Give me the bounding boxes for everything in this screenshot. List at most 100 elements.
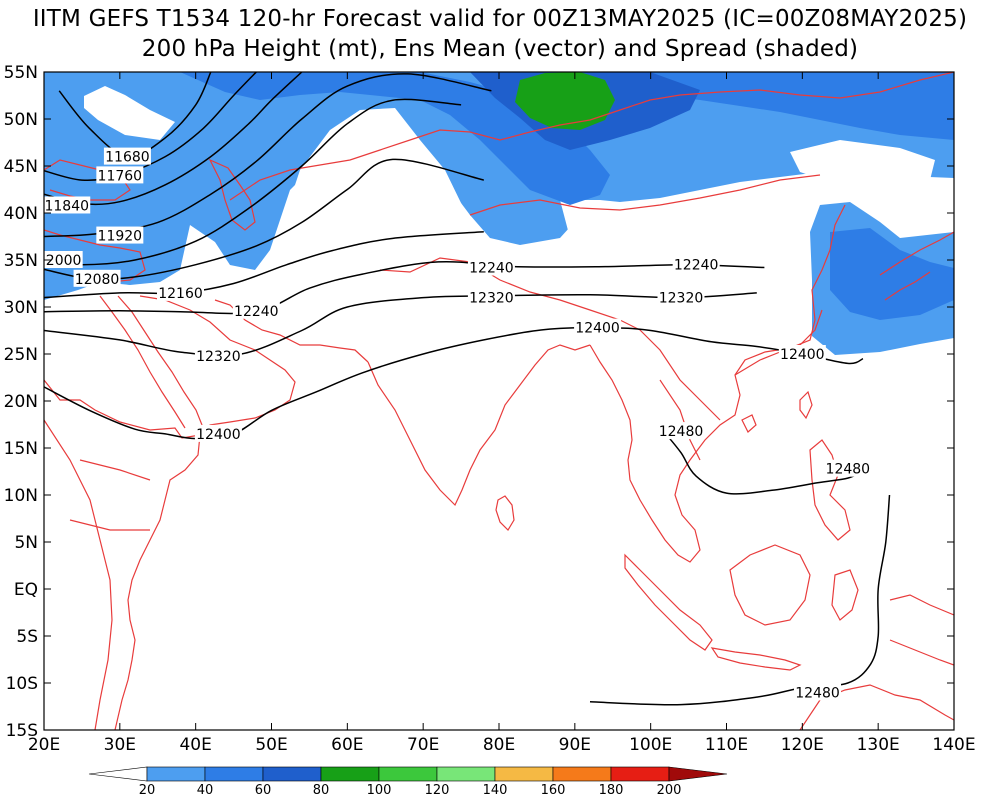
contour-label: 12320 [659,291,704,307]
contour-label-bg [73,269,121,287]
contour-label: 11760 [98,168,143,184]
lon-tick-label: 80E [483,735,515,755]
contour-label: 12480 [826,462,871,478]
contour-label-bg [824,459,872,477]
contour-12320 [44,292,757,357]
spread-region-40 [180,72,610,205]
contour-label: 12240 [674,258,719,274]
colorbar-swatch [436,766,496,782]
contour-label: 12160 [158,286,203,302]
colorbar-label: 40 [197,783,214,798]
contour-label-bg [467,258,515,276]
contour-label-bg [44,196,91,214]
contour-label: 12240 [234,304,279,320]
contour-label-bg [103,147,151,165]
colorbar-low-end [88,766,148,782]
contour-label-bg [574,318,622,336]
island-sulawesi [831,569,859,621]
contour-label: 12320 [469,291,514,307]
coast-southeast-asia [589,204,846,563]
colorbar-label: 140 [483,783,508,798]
island-sri-lanka [495,495,515,531]
lon-tick-label: 60E [331,735,363,755]
spread-hole-northeast [790,140,935,188]
coast-caspian [208,158,256,231]
latitude-axis: 55N50N45N40N35N30N25N20N15N10N5NEQ5S10S1… [4,63,954,741]
contour-label-bg [44,251,83,268]
coast-africa-east [44,379,201,730]
spread-colorbar: 20 40 60 80 100 120 140 160 180 200 [88,766,728,798]
island-borneo [729,544,811,626]
contour-label-bg [794,683,841,701]
colorbar-swatch [146,766,206,782]
border-china [469,174,821,216]
lat-tick-label: 40N [4,204,38,224]
coast-arabia [139,295,296,436]
lon-tick-label: 120E [781,735,824,755]
spread-region-20-main [44,72,954,300]
lat-tick-label: 50N [4,110,38,130]
colorbar-label: 180 [599,783,624,798]
lat-tick-label: EQ [14,580,38,600]
contour-label-bg [96,226,144,244]
island-sumatra [624,553,713,651]
lon-tick-label: 20E [28,735,60,755]
spread-region-80 [515,72,615,130]
contour-12480 [589,494,891,706]
lon-tick-label: 110E [705,735,748,755]
colorbar-swatch [262,766,322,782]
border-central-asia [229,72,954,201]
colorbar-label: 20 [139,783,156,798]
spread-hole-northwest [84,86,175,140]
colorbar-swatch [494,766,554,782]
contour-label: 12320 [196,349,241,365]
contour-12480 [665,433,864,495]
lat-tick-label: 20N [4,392,38,412]
border-indochina [639,329,721,461]
chart-subtitle: 200 hPa Height (mt), Ens Mean (vector) a… [141,36,859,62]
contour-12000 [44,98,462,266]
lon-tick-label: 90E [559,735,591,755]
island-taiwan [799,390,813,420]
lat-tick-label: 15N [4,439,38,459]
contour-label: 12400 [780,347,825,363]
contour-12240 [44,260,765,315]
contour-label-bg [157,283,204,301]
lon-tick-label: 30E [104,735,136,755]
colorbar-label: 200 [657,783,682,798]
island-new-guinea [889,594,954,666]
contour-12160 [44,231,484,299]
contour-label: 12480 [795,685,840,701]
contour-label-bg [657,288,705,306]
island-java [710,647,802,671]
spread-hole-east [560,200,740,248]
colorbar-swatch [204,766,264,782]
contour-label-bg [194,346,242,364]
border-africa-interior [44,419,151,730]
lat-tick-label: 5N [14,533,38,553]
spread-region-40-se [830,228,954,320]
lon-tick-label: 50E [255,735,287,755]
lat-tick-label: 35N [4,251,38,271]
colorbar-swatch [320,766,380,782]
island-philippines [809,439,851,541]
colorbar-label: 100 [367,783,392,798]
coast-india [367,344,591,507]
colorbar-swatch [378,766,438,782]
contour-label: 12240 [469,261,514,277]
lat-tick-label: 10N [4,486,38,506]
lat-tick-label: 55N [4,63,38,83]
contour-12400 [44,326,864,440]
contour-label-bg [96,166,144,184]
coast-japan [879,231,954,301]
colorbar-swatch [610,766,670,782]
lon-tick-label: 100E [629,735,672,755]
lat-tick-label: 5S [16,627,38,647]
contour-label: 11680 [105,150,150,166]
contour-label-bg [657,422,705,440]
contour-label-bg [467,288,515,306]
lat-tick-label: 30N [4,298,38,318]
colorbar-label: 60 [255,783,272,798]
contour-label-bg [672,255,720,273]
